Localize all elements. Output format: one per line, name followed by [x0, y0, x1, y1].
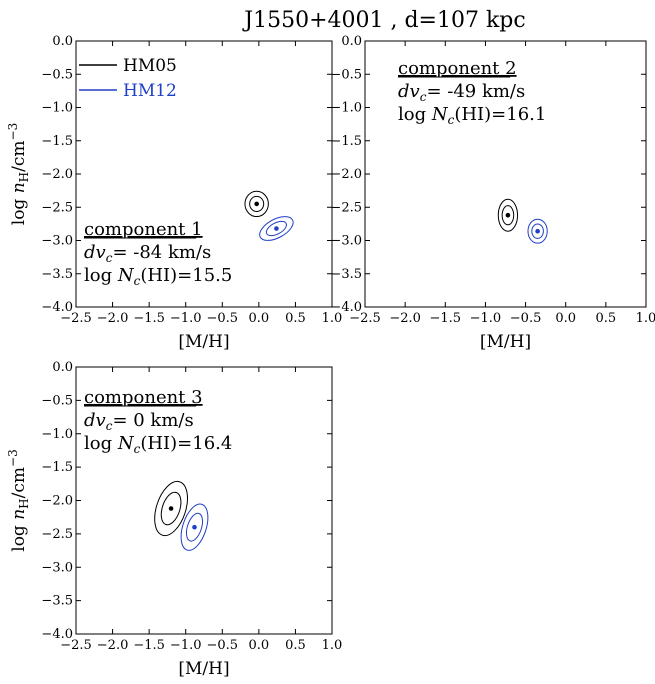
column-density-label: log Nc(HI)=15.5: [84, 265, 232, 288]
contour-inner-hm12: [531, 223, 544, 239]
contour-outer-hm12: [527, 218, 548, 244]
x-tick-label: 1.0: [322, 311, 343, 326]
component-name: component 3: [84, 387, 203, 408]
y-tick-label: −3.5: [41, 267, 73, 282]
series-hm05: [244, 190, 269, 218]
series-hm05: [154, 480, 188, 537]
column-density-label: log Nc(HI)=16.1: [398, 104, 546, 127]
y-tick-label: −1.0: [330, 101, 362, 116]
velocity-label: dvc= -49 km/s: [398, 81, 525, 104]
best-fit-point-hm12: [192, 524, 197, 530]
x-tick-label: −1.5: [429, 311, 461, 326]
legend: HM05 HM12: [79, 56, 177, 101]
y-tick-label: −2.0: [41, 167, 73, 182]
y-tick-label: −3.5: [41, 594, 73, 609]
x-tick-label: −2.0: [97, 311, 129, 326]
contour-inner-hm12: [265, 220, 287, 237]
figure-title: J1550+4001 , d=107 kpc: [242, 8, 525, 33]
x-tick-label: 1.0: [636, 311, 655, 326]
x-tick-label: 0.0: [249, 638, 270, 653]
panel-component-2: −2.5 −2.0 −1.5 −1.0 −0.5 0.0 0.5 1.0 0.0 −0.5 −1.0…: [330, 34, 655, 352]
x-axis-label: [M/H]: [178, 659, 229, 679]
component-name: component 1: [84, 219, 203, 240]
y-tick-label: −0.5: [330, 67, 362, 82]
y-tick-label: −4.0: [41, 627, 73, 642]
series-hm12: [180, 503, 209, 551]
y-tick-label: −4.0: [330, 300, 362, 315]
y-tick-label: 0.0: [341, 34, 362, 49]
best-fit-point-hm05: [168, 506, 174, 511]
best-fit-point-hm12: [535, 228, 540, 234]
y-tick-label: −4.0: [41, 300, 73, 315]
y-tick-label: −1.5: [41, 460, 73, 475]
contour-outer-hm12: [259, 216, 294, 241]
contour-inner-hm12: [185, 512, 204, 542]
x-tick-label: 0.0: [249, 311, 270, 326]
contour-inner-hm05: [249, 195, 265, 213]
velocity-label: dvc= 0 km/s: [84, 410, 194, 433]
y-tick-label: −0.5: [41, 393, 73, 408]
x-tick-label: −1.5: [133, 311, 165, 326]
contour-inner-hm05: [501, 205, 515, 226]
best-fit-point-hm05: [505, 212, 511, 218]
y-axis-label: log nH/cm−3: [6, 123, 31, 225]
y-axis-label: log nH/cm−3: [6, 449, 31, 551]
contour-outer-hm12: [180, 503, 209, 551]
x-tick-label: −2.5: [349, 311, 381, 326]
x-tick-label: 0.0: [555, 311, 576, 326]
y-tick-label: −2.0: [41, 494, 73, 509]
y-tick-label: −1.0: [41, 101, 73, 116]
y-tick-label: 0.0: [52, 360, 73, 375]
x-tick-label: 0.5: [285, 311, 306, 326]
y-tick-label: −2.0: [330, 167, 362, 182]
best-fit-point-hm12: [274, 226, 279, 231]
panel-component-3: −2.5 −2.0 −1.5 −1.0 −0.5 0.0 0.5 1.0 0.0 −0.5 −1.0…: [6, 360, 342, 679]
x-tick-label: −1.0: [170, 638, 202, 653]
x-tick-label: −0.5: [206, 311, 238, 326]
x-tick-label: 1.0: [322, 638, 343, 653]
component-name: component 2: [398, 58, 517, 79]
column-density-label: log Nc(HI)=16.4: [84, 433, 232, 456]
series-hm05: [497, 198, 519, 232]
x-tick-label: 0.5: [285, 638, 306, 653]
contour-outer-hm05: [154, 480, 188, 537]
x-tick-label: −2.5: [60, 638, 92, 653]
x-axis-label: [M/H]: [480, 332, 531, 352]
contour-inner-hm05: [160, 491, 182, 526]
y-tick-label: −3.0: [330, 234, 362, 249]
panel-component-1: −2.5 −2.0 −1.5 −1.0 −0.5 0.0 0.5 1.0 0.0 −0.5 −1.0…: [6, 34, 342, 352]
x-tick-label: −1.0: [170, 311, 202, 326]
y-tick-label: −1.0: [41, 427, 73, 442]
best-fit-point-hm05: [254, 201, 259, 207]
y-tick-label: −3.0: [41, 234, 73, 249]
x-tick-label: −1.0: [470, 311, 502, 326]
contour-outer-hm05: [244, 190, 269, 218]
x-tick-label: −0.5: [206, 638, 238, 653]
x-tick-label: −1.5: [133, 638, 165, 653]
y-tick-label: −0.5: [41, 67, 73, 82]
legend-label-hm05: HM05: [123, 56, 177, 76]
x-tick-label: −2.5: [60, 311, 92, 326]
series-hm12: [259, 216, 294, 241]
y-tick-label: −1.5: [330, 134, 362, 149]
velocity-label: dvc= -84 km/s: [84, 242, 211, 265]
x-axis-label: [M/H]: [178, 332, 229, 352]
y-tick-label: −2.5: [41, 527, 73, 542]
series-hm12: [527, 218, 548, 244]
x-tick-label: −2.0: [97, 638, 129, 653]
y-tick-label: −3.0: [41, 560, 73, 575]
x-tick-label: 0.5: [596, 311, 617, 326]
y-tick-label: −2.5: [41, 200, 73, 215]
contour-outer-hm05: [497, 198, 519, 232]
y-tick-label: −3.5: [330, 267, 362, 282]
x-tick-label: −2.0: [389, 311, 421, 326]
x-tick-label: −0.5: [510, 311, 542, 326]
y-tick-label: −2.5: [330, 200, 362, 215]
legend-label-hm12: HM12: [123, 81, 177, 101]
y-tick-label: −1.5: [41, 134, 73, 149]
y-tick-label: 0.0: [52, 34, 73, 49]
